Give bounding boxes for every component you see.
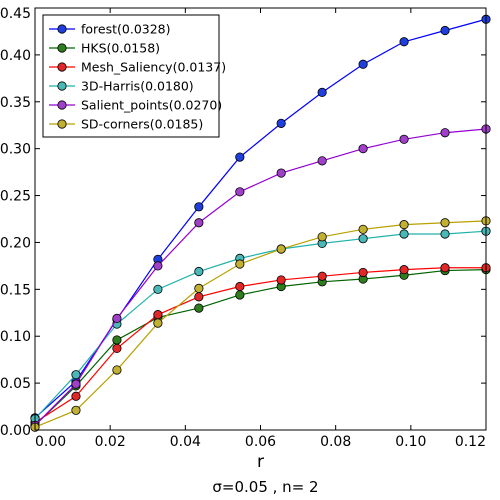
data-point <box>358 234 368 244</box>
data-point <box>440 263 450 273</box>
legend-item: 3D-Harris(0.0180) <box>49 79 194 94</box>
legend-box <box>42 14 220 138</box>
legend-label: HKS(0.0158) <box>81 41 160 56</box>
y-tick-label: 0.00 <box>0 423 31 439</box>
data-point <box>276 168 286 178</box>
series-5 <box>30 124 491 430</box>
y-tick-label: 0.15 <box>0 282 31 298</box>
x-tick-label: 0.00 <box>35 434 66 450</box>
legend-item: forest(0.0328) <box>49 22 171 37</box>
data-point <box>194 303 204 313</box>
data-point <box>399 229 409 239</box>
legend-marker <box>57 81 67 91</box>
data-point <box>440 229 450 239</box>
data-point <box>235 259 245 269</box>
data-point <box>358 59 368 69</box>
data-point <box>235 290 245 300</box>
series-line <box>34 128 487 426</box>
data-point <box>112 343 122 354</box>
data-point <box>194 202 204 212</box>
data-point <box>399 265 409 275</box>
data-point <box>112 365 122 375</box>
y-tick-label: 0.40 <box>0 48 31 64</box>
y-tick-label: 0.25 <box>0 189 31 205</box>
legend-item: SD-corners(0.0185) <box>49 117 203 132</box>
y-tick-label: 0.10 <box>0 329 31 345</box>
legend-marker <box>57 43 67 53</box>
data-point <box>317 156 327 166</box>
data-point <box>194 292 204 302</box>
y-tick-label: 0.20 <box>0 235 31 251</box>
y-tick-label: 0.35 <box>0 95 31 111</box>
legend-item: HKS(0.0158) <box>49 41 160 56</box>
legend-item: Mesh_Saliency(0.0137) <box>49 60 226 75</box>
chart-caption: σ=0.05 , n= 2 <box>212 478 318 496</box>
data-point <box>358 224 368 234</box>
data-point <box>399 37 409 47</box>
data-point <box>71 370 81 380</box>
series-3 <box>30 263 491 428</box>
legend-label: Mesh_Saliency(0.0137) <box>81 60 226 75</box>
data-point <box>153 310 163 320</box>
data-point <box>235 187 245 197</box>
data-point <box>194 266 204 277</box>
series-line <box>34 220 487 428</box>
series-line <box>34 269 487 426</box>
series-line <box>34 230 487 420</box>
y-tick-label: 0.05 <box>0 376 31 392</box>
data-point <box>71 391 81 401</box>
legend-marker <box>57 119 67 129</box>
data-point <box>440 218 450 228</box>
legend: forest(0.0328) HKS(0.0158) Mesh_Saliency(0… <box>42 14 226 138</box>
data-point <box>153 284 163 294</box>
series-line <box>34 267 486 424</box>
data-point <box>153 318 163 328</box>
x-tick-label: 0.02 <box>95 434 126 450</box>
x-axis-title: r <box>257 452 264 472</box>
legend-label: 3D-Harris(0.0180) <box>81 79 194 94</box>
data-point <box>358 144 368 154</box>
plot-series <box>30 14 491 432</box>
data-point <box>112 313 122 323</box>
y-tick-label: 0.45 <box>0 6 31 22</box>
data-point <box>71 405 81 415</box>
data-point <box>317 87 327 98</box>
x-tick-label: 0.06 <box>245 434 276 450</box>
data-point <box>440 128 450 138</box>
data-point <box>235 152 245 162</box>
data-point <box>358 267 368 278</box>
data-point <box>194 218 204 228</box>
data-point <box>276 275 286 285</box>
legend-marker <box>57 62 67 72</box>
series-2 <box>30 265 491 430</box>
data-point <box>440 25 450 36</box>
legend-marker <box>57 24 67 34</box>
y-tick-label: 0.30 <box>0 142 31 158</box>
legend-label: forest(0.0328) <box>81 22 171 37</box>
x-tick-label: 0.08 <box>320 434 351 450</box>
data-point <box>399 220 409 230</box>
axis-ticks: 0.00 0.02 0.04 0.06 0.08 0.10 0.12 0.00 0.05 0.10… <box>0 6 487 450</box>
x-tick-label: 0.12 <box>455 434 486 450</box>
data-point <box>317 232 327 242</box>
data-point <box>112 335 122 345</box>
x-tick-label: 0.04 <box>170 434 201 450</box>
legend-label: SD-corners(0.0185) <box>81 117 203 132</box>
legend-marker <box>57 100 67 110</box>
data-point <box>276 118 286 128</box>
series-6 <box>30 216 491 432</box>
data-point <box>276 244 286 254</box>
data-point <box>399 134 409 144</box>
data-point <box>153 261 163 271</box>
data-point <box>317 271 327 281</box>
legend-item: Salient_points(0.0270) <box>49 98 222 113</box>
data-point <box>194 283 204 293</box>
data-point <box>71 379 81 389</box>
x-tick-label: 0.10 <box>395 434 426 450</box>
data-point <box>235 281 245 292</box>
legend-label: Salient_points(0.0270) <box>81 98 222 113</box>
